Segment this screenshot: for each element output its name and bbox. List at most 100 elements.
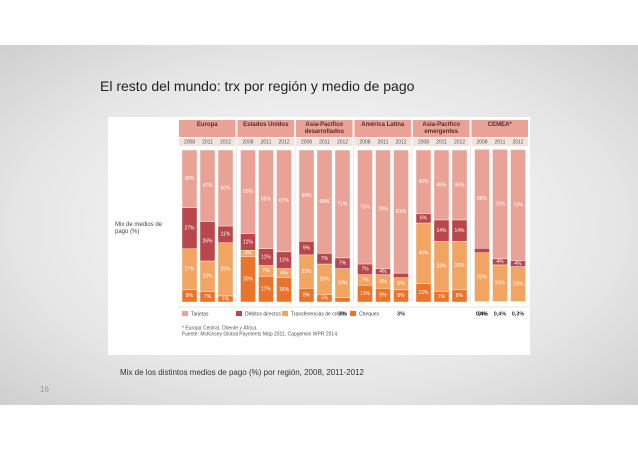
value-label: 68% — [319, 199, 330, 205]
value-label: 47% — [202, 183, 213, 189]
group-header: CEMEA* — [487, 122, 512, 128]
value-label: 9% — [379, 292, 387, 298]
value-label: 78% — [378, 207, 389, 213]
value-label: 4% — [379, 269, 387, 275]
x-tick-label: 2008 — [242, 139, 253, 145]
x-tick-label: 2008 — [301, 139, 312, 145]
bar-segment — [474, 247, 490, 253]
x-tick-label: 2011 — [436, 139, 447, 145]
x-tick-label: 2012 — [454, 139, 465, 145]
bar-segment — [240, 149, 256, 234]
value-label: 4% — [514, 261, 522, 267]
x-tick-label: 2011 — [202, 139, 213, 145]
value-label: 30% — [243, 277, 254, 283]
value-label: 4% — [222, 296, 230, 302]
legend-label: Cheques — [359, 311, 380, 317]
year-band — [354, 138, 411, 146]
legend-label: Débitos directos — [245, 311, 281, 317]
value-label: 7% — [361, 277, 369, 283]
value-label: 7% — [204, 294, 212, 300]
value-label: 3% — [478, 311, 486, 317]
value-label: 11% — [243, 239, 253, 245]
bar-segment — [316, 149, 333, 254]
value-label: 7% — [361, 267, 369, 273]
value-label: 7% — [321, 256, 329, 262]
value-label: 11% — [221, 232, 231, 238]
value-label: 72% — [495, 201, 506, 207]
value-label: 46% — [436, 182, 447, 188]
group-header-band — [413, 120, 470, 137]
value-label: 71% — [337, 201, 348, 207]
group-header-band — [296, 120, 353, 137]
value-label: 14% — [454, 228, 465, 234]
value-label: 5% — [321, 296, 329, 302]
bar-segment — [492, 149, 508, 260]
slide-title: El resto del mundo: trx por región y med… — [100, 78, 415, 94]
x-tick-label: 2008 — [359, 139, 370, 145]
value-label: 11% — [279, 258, 289, 264]
legend-swatch — [350, 311, 356, 316]
year-band — [296, 138, 353, 146]
value-label: 67% — [279, 198, 290, 204]
value-label: 26% — [202, 239, 213, 245]
value-label: 17% — [261, 286, 272, 292]
y-axis-label: Mix de medios de pago (%) — [115, 222, 163, 235]
group-header: Asia-Pacífico desarrollados — [304, 122, 344, 135]
value-label: 46% — [454, 182, 465, 188]
value-label: 40% — [418, 251, 429, 257]
value-label: 16% — [279, 287, 290, 293]
note: * Europa Central, Oriente y África. — [182, 324, 258, 331]
bar-segment — [375, 149, 391, 269]
value-label: 38% — [184, 176, 195, 182]
year-band — [179, 138, 236, 146]
value-label: 3% — [397, 311, 405, 317]
x-tick-label: 2008 — [476, 139, 487, 145]
value-label: 0,3% — [512, 311, 525, 317]
value-label: 73% — [513, 202, 524, 208]
x-tick-label: 2011 — [378, 139, 389, 145]
value-label: 60% — [301, 193, 312, 199]
bar-segment — [334, 297, 351, 303]
value-label: 8% — [186, 293, 194, 299]
value-label: 0,4% — [494, 311, 507, 317]
value-label: 81% — [396, 209, 407, 215]
value-label: 7% — [438, 294, 446, 300]
group-header: Asia-Pacífico emergentes — [422, 122, 461, 135]
value-label: 27% — [184, 267, 195, 273]
value-label: 19% — [337, 280, 348, 286]
group-header-band — [237, 120, 294, 137]
group-header: Europa — [196, 122, 218, 128]
value-label: 65% — [261, 197, 272, 203]
value-label: 14% — [436, 228, 447, 234]
value-label: 32% — [454, 263, 465, 269]
bar-segment — [181, 149, 198, 208]
value-label: 11% — [261, 254, 271, 260]
value-label: 55% — [243, 189, 254, 195]
value-label: 75% — [360, 204, 371, 210]
group-header: América Latina — [361, 122, 405, 128]
group-header-band — [354, 120, 411, 137]
bar-segment — [276, 149, 292, 253]
year-band — [413, 138, 470, 146]
value-label: 32% — [477, 274, 488, 280]
value-label: 12% — [418, 290, 429, 296]
bar-segment — [357, 149, 373, 265]
x-tick-label: 2012 — [278, 139, 289, 145]
value-label: 24% — [495, 280, 506, 286]
value-label: 4% — [244, 251, 252, 257]
year-band — [237, 138, 294, 146]
value-label: 9% — [303, 245, 311, 251]
page-number: 16 — [40, 385, 49, 394]
value-label: 8% — [397, 281, 405, 287]
value-label: 50% — [220, 185, 231, 191]
x-tick-label: 2012 — [512, 139, 523, 145]
value-label: 6% — [420, 216, 428, 222]
value-label: 7% — [339, 261, 347, 267]
legend-label: Transferencias de crédito — [291, 311, 347, 317]
value-label: 11% — [360, 291, 370, 297]
x-tick-label: 2011 — [319, 139, 330, 145]
x-tick-label: 2011 — [261, 139, 272, 145]
legend-swatch — [182, 311, 188, 316]
